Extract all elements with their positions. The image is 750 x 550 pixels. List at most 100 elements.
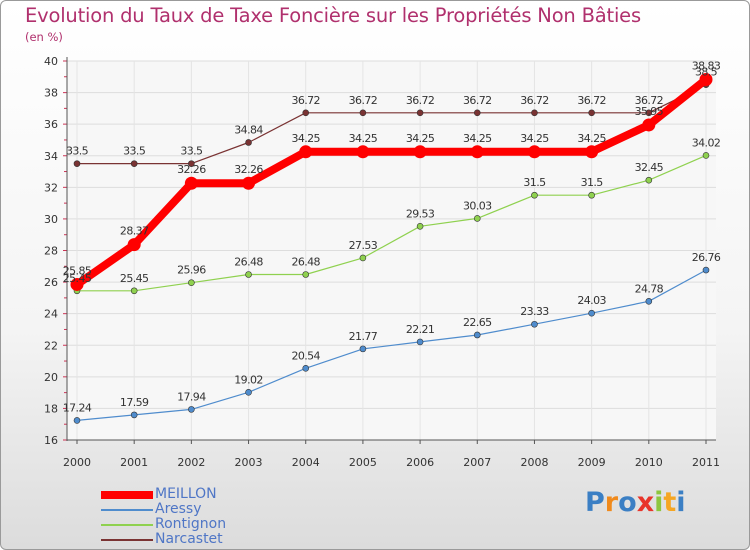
data-label-aressy: 17.24 [63,401,92,414]
series-point-aressy [359,345,367,353]
data-label-narcastet: 36.72 [463,94,492,107]
series-point-meillon [470,145,484,159]
x-tick-label: 2008 [520,456,548,469]
y-tick-label: 38 [44,87,58,100]
data-label-meillon: 34.25 [291,132,320,145]
x-tick-label: 2009 [578,456,606,469]
legend-label: Aressy [155,501,202,517]
legend-swatch [101,524,153,526]
series-line-meillon [73,75,710,289]
y-tick-label: 16 [44,434,58,447]
series-point-narcastet [245,139,252,146]
data-label-rontignon: 26.48 [234,256,263,269]
data-label-narcastet: 33.5 [66,145,89,158]
data-label-aressy: 19.02 [234,373,263,386]
x-tick-label: 2001 [120,456,148,469]
logo-letter: i [654,487,664,518]
legend-label: Rontignon [155,516,227,532]
series-point-aressy [130,411,138,419]
data-label-narcastet: 36.72 [577,94,606,107]
data-label-meillon: 34.25 [520,132,549,145]
logo-letter: t [663,487,677,518]
y-tick-label: 20 [44,371,58,384]
data-label-narcastet: 36.72 [406,94,435,107]
data-label-meillon: 28.37 [120,225,149,238]
y-tick-label: 30 [44,213,58,226]
data-label-rontignon: 34.02 [692,136,721,149]
data-label-rontignon: 25.96 [177,264,206,277]
series-point-narcastet [531,109,538,117]
axes: 16 18 20 22 24 26 28 30 32 34 36 38 40 2000 2001 2002 20… [44,55,720,469]
series-point-aressy [302,365,310,372]
y-tick-label: 18 [44,402,58,415]
series-point-aressy [416,338,424,346]
data-label-meillon: 25.85 [63,264,92,277]
data-labels: 25.85 28.37 32.26 32.26 34.25 34.25 34.25 34.25… [63,59,722,414]
data-label-meillon: 32.26 [177,163,206,176]
data-label-narcastet: 38.5 [695,66,718,79]
x-tick-label: 2004 [292,456,320,469]
data-label-meillon: 34.25 [349,132,378,145]
data-label-narcastet: 36.72 [291,94,320,107]
data-label-aressy: 22.65 [463,316,492,329]
series-point-narcastet [73,160,81,167]
series-line-aressy [76,269,707,421]
data-label-aressy: 24.03 [577,294,606,307]
series-point-aressy [531,320,538,328]
legend-label: MEILLON [155,486,217,502]
data-label-narcastet: 33.5 [123,145,146,158]
y-tick-label: 34 [44,150,58,163]
data-label-meillon: 34.25 [463,132,492,145]
data-label-aressy: 17.94 [177,390,206,403]
series-line-rontignon [76,154,707,292]
data-label-aressy: 20.54 [291,349,320,362]
y-tick-label: 22 [44,339,58,352]
x-tick-label: 2007 [463,456,491,469]
logo-letter: o [618,487,637,518]
series-layer [70,72,713,424]
data-label-meillon: 38.83 [692,59,721,72]
series-point-aressy [645,298,653,305]
y-tick-label: 32 [44,181,58,194]
series-point-rontignon [130,287,138,295]
series-point-aressy [188,406,195,413]
series-point-aressy [245,389,252,396]
series-point-narcastet [588,109,595,117]
series-point-rontignon [188,279,195,287]
series-point-narcastet [130,160,138,167]
logo-letter: x [636,487,655,518]
data-label-rontignon: 31.5 [581,176,604,189]
data-label-meillon: 34.25 [406,132,435,145]
proxiti-logo: Proxiti [585,487,686,518]
series-point-meillon [127,238,141,252]
data-label-aressy: 23.33 [520,305,549,318]
series-point-aressy [473,331,481,339]
legend-label: Narcastet [155,531,223,547]
y-tick-label: 24 [44,308,58,321]
logo-letter: P [585,487,605,518]
data-label-aressy: 17.59 [120,396,149,409]
series-point-meillon [413,145,427,159]
data-label-narcastet: 34.84 [234,123,263,136]
y-tick-label: 28 [44,245,58,258]
series-point-rontignon [359,254,367,262]
series-line-narcastet [76,84,707,165]
x-tick-label: 2000 [63,456,91,469]
data-label-narcastet: 33.5 [180,145,203,158]
series-point-narcastet [302,109,310,117]
series-point-aressy [588,309,595,317]
x-tick-label: 2010 [635,456,663,469]
data-label-rontignon: 26.48 [291,256,320,269]
series-point-meillon [356,145,370,159]
series-point-rontignon [645,176,653,184]
y-tick-label: 26 [44,276,58,289]
x-tick-label: 2005 [349,456,377,469]
y-tick-label: 40 [44,55,58,68]
series-point-rontignon [588,191,595,199]
logo-letter: r [604,487,619,518]
series-point-meillon [527,145,541,159]
data-label-narcastet: 36.72 [349,94,378,107]
x-tick-label: 2003 [235,456,263,469]
data-label-narcastet: 36.72 [635,94,664,107]
